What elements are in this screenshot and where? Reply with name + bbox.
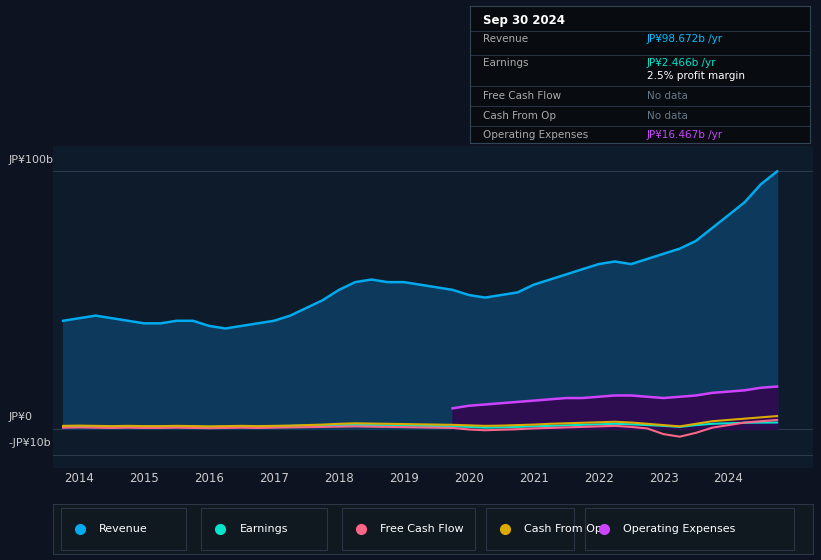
Text: Earnings: Earnings — [484, 58, 529, 68]
Text: No data: No data — [647, 111, 688, 121]
Text: JP¥0: JP¥0 — [8, 412, 32, 422]
Text: Revenue: Revenue — [484, 34, 529, 44]
Text: JP¥100b: JP¥100b — [8, 155, 53, 165]
Text: 2.5% profit margin: 2.5% profit margin — [647, 71, 745, 81]
Text: JP¥2.466b /yr: JP¥2.466b /yr — [647, 58, 716, 68]
Text: Operating Expenses: Operating Expenses — [623, 524, 736, 534]
Text: -JP¥10b: -JP¥10b — [8, 438, 51, 448]
Text: Operating Expenses: Operating Expenses — [484, 130, 589, 140]
Text: Sep 30 2024: Sep 30 2024 — [484, 14, 565, 27]
Text: Cash From Op: Cash From Op — [525, 524, 602, 534]
Text: JP¥98.672b /yr: JP¥98.672b /yr — [647, 34, 723, 44]
Text: No data: No data — [647, 91, 688, 101]
Text: Earnings: Earnings — [240, 524, 288, 534]
Text: Free Cash Flow: Free Cash Flow — [484, 91, 562, 101]
Text: Revenue: Revenue — [99, 524, 148, 534]
Text: Free Cash Flow: Free Cash Flow — [380, 524, 464, 534]
Text: Cash From Op: Cash From Op — [484, 111, 557, 121]
Text: JP¥16.467b /yr: JP¥16.467b /yr — [647, 130, 723, 140]
